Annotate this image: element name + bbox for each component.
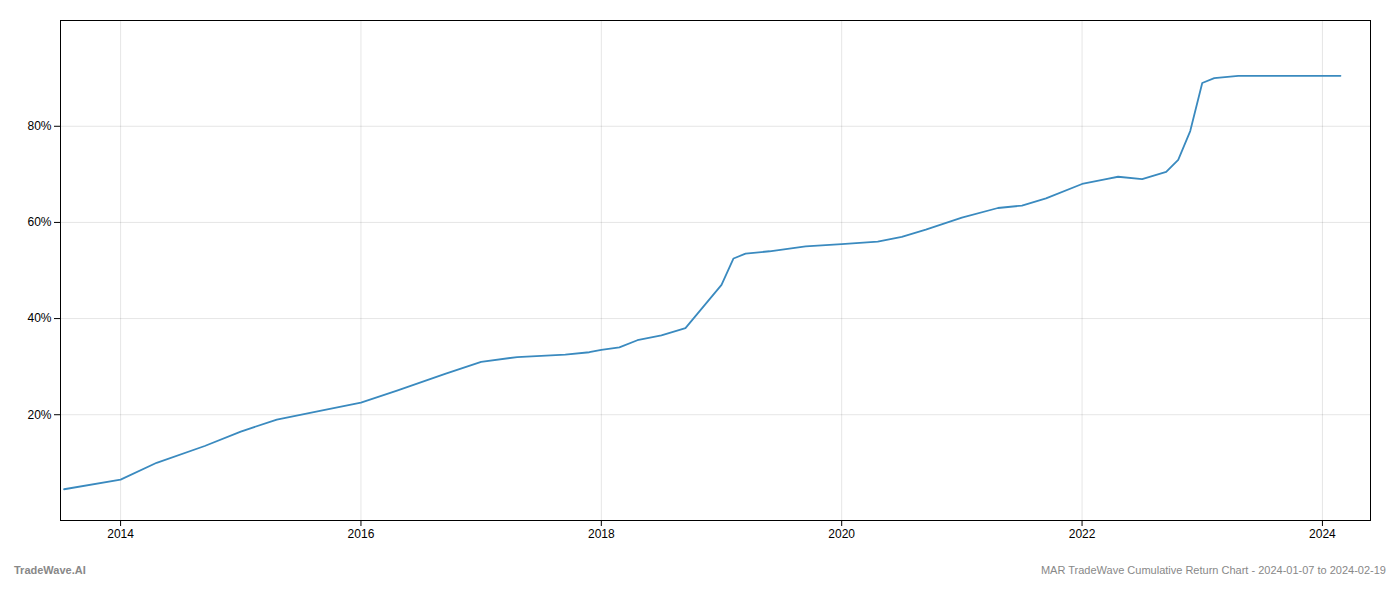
svg-text:2016: 2016 xyxy=(348,527,375,541)
svg-text:2018: 2018 xyxy=(588,527,615,541)
svg-text:2024: 2024 xyxy=(1309,527,1336,541)
svg-text:20%: 20% xyxy=(27,408,51,422)
svg-text:2022: 2022 xyxy=(1069,527,1096,541)
svg-text:40%: 40% xyxy=(27,311,51,325)
svg-text:2020: 2020 xyxy=(828,527,855,541)
svg-text:80%: 80% xyxy=(27,119,51,133)
svg-text:60%: 60% xyxy=(27,215,51,229)
html-text:MAR TradeWave Cumulative Retur: MAR TradeWave Cumulative Return Chart - … xyxy=(1041,564,1386,576)
html-text:TradeWave.AI: TradeWave.AI xyxy=(14,564,86,576)
svg-text:2014: 2014 xyxy=(107,527,134,541)
